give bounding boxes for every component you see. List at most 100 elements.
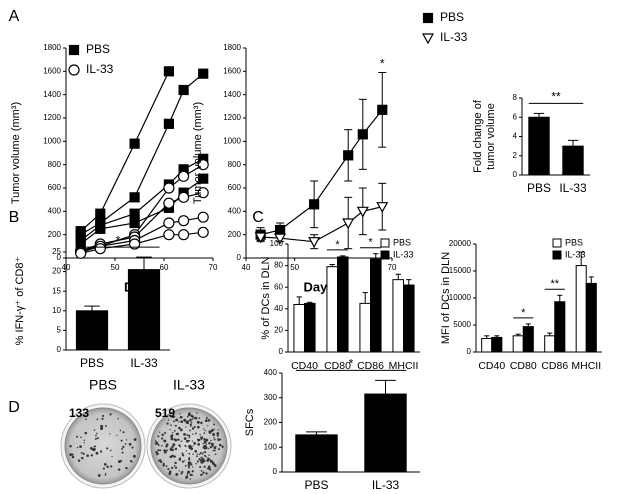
marker	[197, 187, 209, 199]
marker	[178, 191, 190, 203]
well-label: PBS	[89, 377, 117, 393]
legend-swatch	[380, 250, 390, 260]
spot	[211, 442, 213, 444]
spot	[86, 454, 89, 457]
spot	[174, 424, 177, 427]
spot	[209, 445, 213, 449]
spot	[174, 429, 176, 432]
y-tick-label: 1200	[43, 113, 61, 122]
marker	[178, 84, 189, 96]
spot	[204, 450, 207, 454]
spot	[189, 473, 192, 477]
spot	[158, 459, 161, 462]
spot	[172, 443, 176, 447]
spot	[185, 439, 189, 443]
marker	[129, 208, 140, 219]
spot	[205, 443, 208, 445]
spot	[109, 433, 111, 435]
marker	[94, 243, 106, 255]
spot	[205, 438, 209, 442]
spot	[104, 473, 107, 475]
spot	[154, 440, 157, 442]
spot	[195, 432, 197, 435]
y-axis-label: % IFN-γ⁺ of CD8⁺	[14, 256, 26, 345]
y-tick-label: 0	[279, 347, 284, 356]
bar	[364, 393, 407, 473]
marker	[178, 229, 190, 241]
x-tick-label: CD40	[291, 360, 318, 372]
spot	[154, 443, 156, 445]
marker	[376, 202, 389, 213]
y-tick-label: 300	[264, 393, 278, 402]
spot	[188, 434, 191, 437]
y-axis-label: Tumor volume (mm³)	[192, 102, 204, 204]
spot	[92, 447, 96, 451]
spot	[162, 463, 165, 467]
spot-count: 519	[155, 406, 175, 420]
legend-label: PBS	[393, 237, 411, 247]
spot	[189, 423, 192, 426]
spot	[212, 433, 216, 436]
bar	[481, 338, 493, 353]
y-axis-label: Fold change of	[472, 99, 484, 173]
spot	[191, 470, 194, 473]
y-tick-label: 0	[513, 170, 518, 179]
spot	[187, 470, 191, 474]
spot	[76, 446, 79, 449]
spot	[180, 440, 183, 443]
spot	[210, 439, 212, 442]
spot	[208, 442, 211, 445]
line	[260, 109, 383, 236]
spot	[121, 451, 124, 454]
spot	[202, 452, 205, 454]
spot	[211, 462, 215, 465]
spot	[179, 457, 182, 460]
spot	[160, 437, 164, 440]
spot	[95, 451, 99, 455]
marker	[342, 218, 355, 230]
spot	[174, 461, 177, 465]
spot	[219, 438, 222, 441]
spot	[173, 455, 176, 458]
marker	[356, 206, 369, 218]
spot	[187, 463, 191, 467]
spot	[188, 452, 191, 455]
marker	[163, 217, 175, 229]
marker	[309, 199, 320, 210]
spot-count: 133	[69, 406, 89, 420]
y-tick-label: 4	[513, 132, 518, 141]
spot	[164, 432, 167, 434]
spot	[171, 437, 174, 439]
spot	[171, 415, 175, 419]
significance: *	[380, 57, 385, 71]
bar	[512, 335, 524, 353]
spot	[170, 435, 173, 438]
spot	[216, 432, 220, 435]
spot	[189, 478, 192, 480]
marker	[129, 238, 141, 250]
spot	[156, 453, 159, 456]
spot	[175, 472, 179, 476]
spot	[190, 463, 193, 466]
x-tick-label: PBS	[527, 181, 551, 195]
spot	[213, 438, 216, 441]
spot	[161, 433, 164, 437]
y-tick-label: 1600	[43, 66, 61, 75]
spot	[177, 438, 180, 441]
marker	[343, 150, 354, 161]
spot	[191, 418, 194, 420]
x-tick-label: IL-33	[559, 181, 587, 195]
spot	[187, 458, 191, 461]
marker	[377, 104, 388, 115]
spot	[187, 445, 190, 448]
bar	[554, 301, 566, 353]
x-tick-label: MHCII	[571, 360, 601, 372]
spot	[194, 416, 198, 420]
spot	[109, 413, 112, 416]
spot	[121, 447, 124, 450]
spot	[203, 440, 207, 444]
spot	[204, 446, 208, 450]
bar	[359, 302, 372, 353]
spot	[122, 431, 125, 434]
marker	[129, 217, 140, 229]
